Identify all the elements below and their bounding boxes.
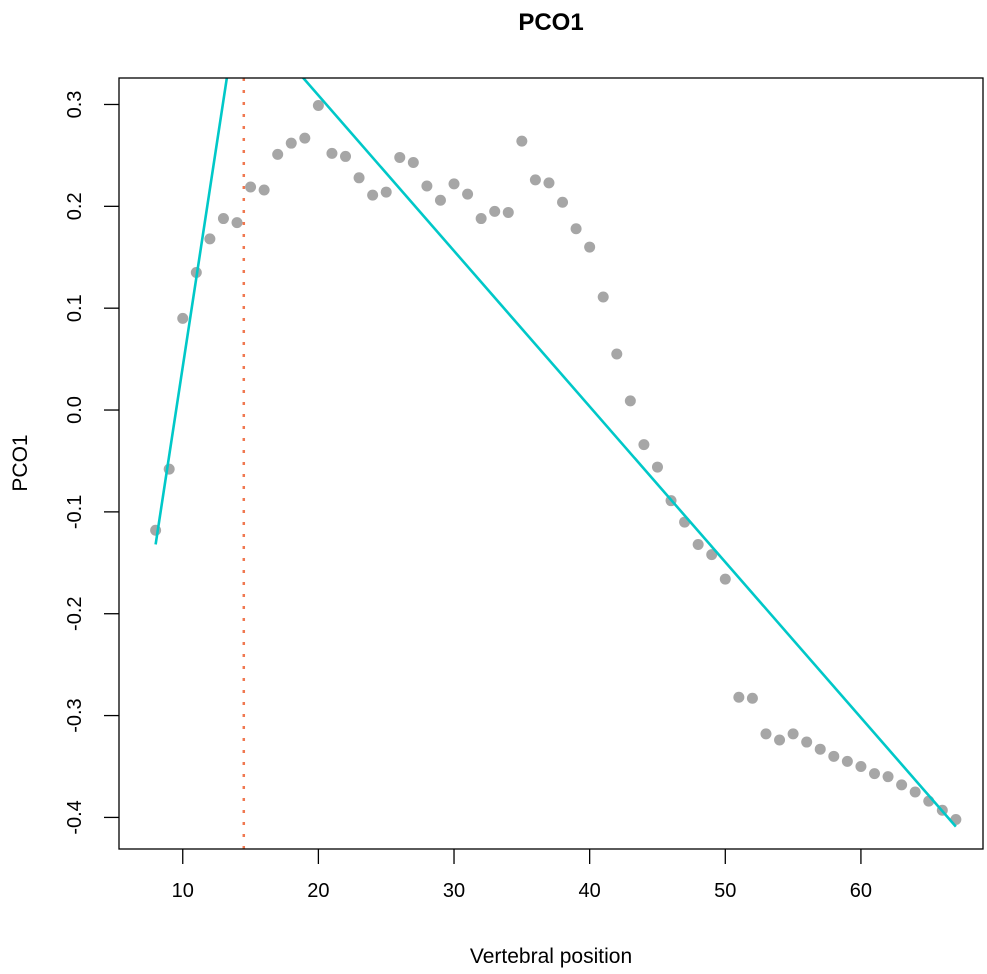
- x-axis: 10 20 30 40 50 60: [172, 849, 872, 902]
- points-layer: [150, 99, 962, 825]
- x-tick-label: 10: [172, 880, 194, 902]
- data-point: [245, 181, 257, 193]
- data-point: [909, 786, 921, 798]
- data-point: [353, 172, 365, 184]
- data-point: [624, 395, 636, 407]
- x-tick-label: 60: [850, 880, 872, 902]
- data-point: [828, 750, 840, 762]
- data-point: [584, 241, 596, 253]
- data-point: [434, 194, 446, 206]
- x-tick-label: 50: [714, 880, 736, 902]
- y-tick-label: -0.1: [64, 495, 86, 529]
- data-point: [407, 157, 419, 169]
- data-point: [489, 205, 501, 217]
- data-point: [706, 549, 718, 561]
- data-point: [312, 99, 324, 111]
- data-point: [462, 188, 474, 200]
- data-point: [814, 743, 826, 755]
- data-point: [231, 217, 243, 229]
- fit-line: [301, 78, 957, 828]
- x-tick-label: 40: [579, 880, 601, 902]
- y-tick-label: -0.4: [64, 800, 86, 834]
- y-tick-label: -0.3: [64, 698, 86, 732]
- data-point: [557, 196, 569, 208]
- data-point: [285, 137, 297, 149]
- data-point: [774, 734, 786, 746]
- data-point: [719, 573, 731, 585]
- data-point: [380, 186, 392, 198]
- data-point: [746, 692, 758, 704]
- data-point: [855, 761, 867, 773]
- x-tick-label: 20: [307, 880, 329, 902]
- y-axis-title: PCO1: [9, 434, 32, 491]
- data-point: [733, 691, 745, 703]
- data-point: [882, 771, 894, 783]
- y-tick-label: -0.2: [64, 596, 86, 630]
- data-point: [801, 736, 813, 748]
- y-tick-label: 0.1: [64, 294, 86, 322]
- data-point: [394, 151, 406, 163]
- data-point: [367, 189, 379, 201]
- plot-frame: [118, 77, 984, 850]
- data-point: [529, 174, 541, 186]
- y-tick-label: 0.2: [64, 192, 86, 220]
- data-point: [543, 177, 555, 189]
- x-tick-label: 30: [443, 880, 465, 902]
- data-point: [272, 148, 284, 160]
- data-point: [611, 348, 623, 360]
- data-point: [421, 180, 433, 192]
- data-point: [258, 184, 270, 196]
- data-point: [217, 213, 229, 225]
- chart-title: PCO1: [518, 9, 583, 36]
- data-point: [651, 461, 663, 473]
- fit-lines-layer: [154, 78, 957, 828]
- data-point: [597, 291, 609, 303]
- data-point: [841, 755, 853, 767]
- data-point: [896, 779, 908, 791]
- y-tick-label: 0.3: [64, 91, 86, 119]
- data-point: [326, 147, 338, 159]
- fit-line: [154, 78, 229, 545]
- data-point: [299, 132, 311, 144]
- data-point: [516, 135, 528, 147]
- data-point: [448, 178, 460, 190]
- data-point: [868, 768, 880, 780]
- data-point: [638, 439, 650, 451]
- data-point: [787, 728, 799, 740]
- data-point: [475, 213, 487, 225]
- y-tick-label: 0.0: [64, 396, 86, 424]
- data-point: [692, 538, 704, 550]
- data-point: [760, 728, 772, 740]
- data-point: [340, 150, 352, 162]
- data-point: [204, 233, 216, 245]
- x-axis-title: Vertebral position: [470, 945, 632, 968]
- plot-area: [150, 78, 962, 849]
- y-axis: 0.3 0.2 0.1 0.0 -0.1 -0.2 -0.3 -0.4: [64, 91, 119, 835]
- data-point: [502, 206, 514, 218]
- data-point: [570, 223, 582, 235]
- data-point: [177, 312, 189, 324]
